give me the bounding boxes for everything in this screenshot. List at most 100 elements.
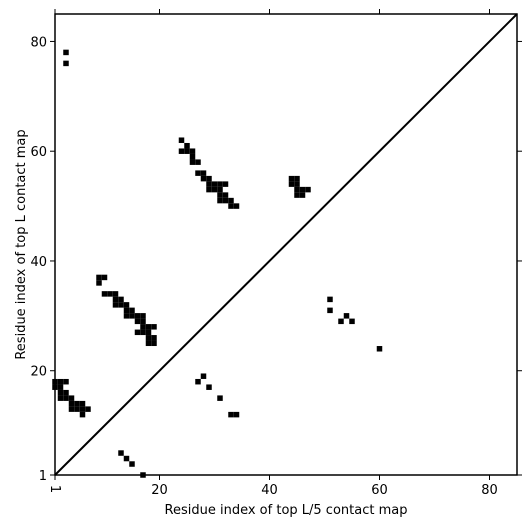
contact-cell-upper bbox=[217, 186, 223, 193]
contact-cell-upper bbox=[145, 324, 152, 330]
contact-cell-lower bbox=[200, 373, 207, 379]
contact-cell-upper bbox=[189, 159, 196, 165]
y-axis: 1 20 40 60 80 bbox=[30, 35, 522, 484]
contact-cell-lower bbox=[63, 378, 69, 385]
contact-cell-upper bbox=[101, 291, 108, 297]
contact-cell-upper bbox=[206, 175, 212, 182]
y-tick-label: 1 bbox=[39, 469, 47, 484]
contact-cell-upper bbox=[140, 329, 146, 336]
contact-cell-lower bbox=[233, 411, 240, 418]
contact-cell-upper bbox=[96, 280, 102, 286]
contact-cell-lower bbox=[376, 346, 383, 352]
contact-cell-upper bbox=[200, 170, 207, 176]
contact-cell-lower bbox=[57, 384, 64, 390]
contact-cell-upper bbox=[211, 181, 218, 187]
contact-cell-upper bbox=[222, 192, 229, 198]
contact-cell-upper bbox=[151, 324, 157, 330]
contact-cell-upper bbox=[294, 192, 300, 198]
x-axis: 1 20 40 60 80 bbox=[47, 9, 498, 498]
contact-cell-upper bbox=[145, 340, 152, 347]
contact-cell-upper bbox=[211, 186, 218, 193]
contact-cell-upper bbox=[228, 197, 234, 204]
contact-cell-upper bbox=[299, 186, 306, 193]
contact-cell-lower bbox=[327, 307, 333, 314]
contact-cell-upper bbox=[63, 49, 69, 56]
contact-cell-lower bbox=[68, 395, 75, 401]
x-tick-label: 20 bbox=[151, 483, 168, 498]
contact-cell-lower bbox=[349, 318, 355, 325]
contact-cell-upper bbox=[217, 192, 223, 198]
contact-cell-upper bbox=[206, 181, 212, 187]
contact-cell-upper bbox=[195, 170, 201, 176]
contact-cell-upper bbox=[107, 291, 113, 297]
x-tick-label: 60 bbox=[371, 483, 388, 498]
x-tick-label: 1 bbox=[47, 485, 62, 493]
contact-cell-upper bbox=[189, 153, 196, 160]
contact-cell-upper bbox=[129, 313, 135, 319]
contact-cell-upper bbox=[178, 137, 185, 143]
contact-cell-upper bbox=[294, 175, 300, 182]
contact-cell-lower bbox=[343, 313, 350, 319]
y-tick-label: 40 bbox=[30, 255, 47, 270]
contact-cell-upper bbox=[217, 197, 223, 204]
contact-cell-lower bbox=[118, 450, 124, 456]
contact-cell-lower bbox=[74, 406, 80, 412]
contact-cell-lower bbox=[79, 411, 86, 418]
contact-cell-lower bbox=[68, 400, 75, 407]
contact-cell-upper bbox=[178, 148, 185, 154]
contact-cell-upper bbox=[184, 148, 190, 154]
contact-cell-upper bbox=[63, 60, 69, 67]
plot-frame bbox=[54, 13, 518, 476]
x-tick-label: 80 bbox=[481, 483, 498, 498]
contact-cell-lower bbox=[79, 400, 86, 407]
contact-cell-upper bbox=[140, 324, 146, 330]
contact-cell-upper bbox=[118, 302, 124, 308]
x-tick-label: 40 bbox=[261, 483, 278, 498]
y-tick-label: 20 bbox=[30, 365, 47, 380]
contact-cell-upper bbox=[145, 329, 152, 336]
contact-cell-upper bbox=[123, 307, 130, 314]
y-tick-label: 80 bbox=[30, 35, 47, 50]
contact-cell-upper bbox=[288, 175, 295, 182]
diagonal-line bbox=[54, 13, 518, 476]
contact-cell-upper bbox=[206, 186, 212, 193]
contact-cell-upper bbox=[305, 186, 311, 193]
contact-cell-upper bbox=[129, 307, 135, 314]
contact-cell-upper bbox=[233, 203, 240, 209]
contact-cell-upper bbox=[123, 313, 130, 319]
contact-cell-upper bbox=[294, 186, 300, 193]
contact-cell-lower bbox=[68, 406, 75, 412]
contact-cell-upper bbox=[222, 197, 229, 204]
contact-cell-upper bbox=[112, 291, 119, 297]
contact-cell-upper bbox=[112, 296, 119, 303]
contact-cell-upper bbox=[288, 181, 295, 187]
contact-cell-upper bbox=[134, 329, 141, 336]
contact-cell-upper bbox=[151, 340, 157, 347]
contact-cell-lower bbox=[195, 378, 201, 385]
contact-cell-lower bbox=[217, 395, 223, 401]
contact-cell-lower bbox=[57, 378, 64, 385]
y-tick-label: 60 bbox=[30, 145, 47, 160]
contact-cell-upper bbox=[151, 335, 157, 341]
contact-cell-upper bbox=[222, 181, 229, 187]
contact-cell-lower bbox=[57, 395, 64, 401]
contact-cell-upper bbox=[123, 302, 130, 308]
contact-cell-upper bbox=[112, 302, 119, 308]
contact-cell-lower bbox=[57, 389, 64, 396]
contact-cell-upper bbox=[145, 335, 152, 341]
contact-cell-upper bbox=[189, 148, 196, 154]
contact-cell-upper bbox=[134, 318, 141, 325]
contact-cell-upper bbox=[200, 175, 207, 182]
contact-cell-lower bbox=[63, 395, 69, 401]
contact-cell-upper bbox=[195, 159, 201, 165]
contact-cell-lower bbox=[338, 318, 344, 325]
contact-cell-upper bbox=[217, 181, 223, 187]
contact-cell-lower bbox=[63, 389, 69, 396]
contact-cell-upper bbox=[134, 313, 141, 319]
contact-cell-upper bbox=[294, 181, 300, 187]
contact-cell-lower bbox=[85, 406, 91, 412]
contact-cell-lower bbox=[228, 411, 234, 418]
contact-cell-upper bbox=[96, 274, 102, 281]
contact-cells bbox=[52, 49, 383, 478]
